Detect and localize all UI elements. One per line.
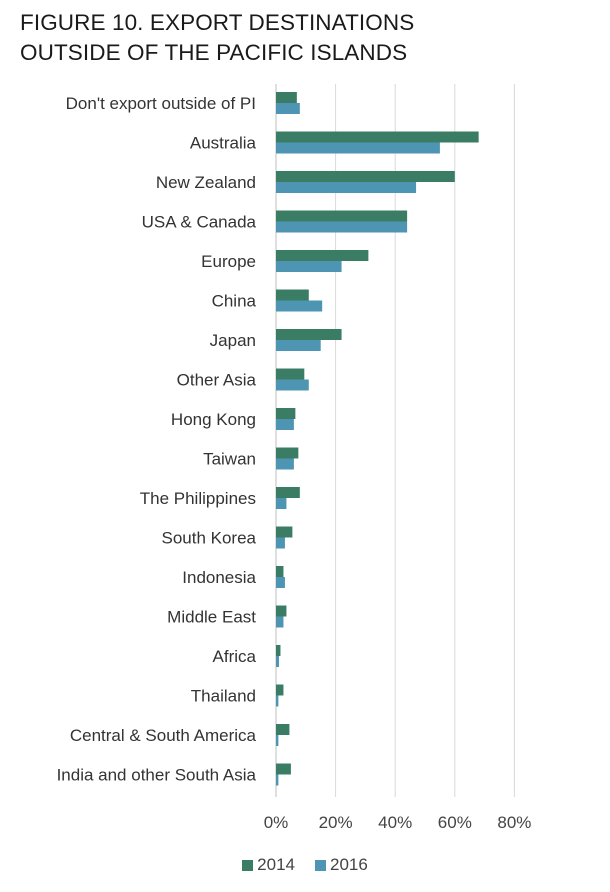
bar-2014 xyxy=(276,566,284,577)
x-tick-label: 20% xyxy=(319,813,353,832)
x-tick-label: 60% xyxy=(438,813,472,832)
category-label: Africa xyxy=(213,647,257,666)
bar-2016 xyxy=(276,340,321,351)
category-label: Thailand xyxy=(191,687,256,706)
category-label: Australia xyxy=(190,134,257,153)
legend-label-2016: 2016 xyxy=(330,855,368,874)
legend-swatch-2014 xyxy=(242,859,254,871)
legend: 2014 2016 xyxy=(0,852,610,878)
bar-2014 xyxy=(276,408,296,419)
bar-2016 xyxy=(276,577,285,588)
bar-2014 xyxy=(276,329,342,340)
legend-label-2014: 2014 xyxy=(257,855,295,874)
legend-item-2016: 2016 xyxy=(315,855,368,875)
bar-2016 xyxy=(276,498,287,509)
bar-2016 xyxy=(276,616,284,628)
category-label: Japan xyxy=(210,331,256,350)
category-label: Middle East xyxy=(167,608,256,627)
category-label: Central & South America xyxy=(70,726,257,745)
bar-2016 xyxy=(276,221,408,233)
bar-2016 xyxy=(276,142,440,154)
category-label: Taiwan xyxy=(203,450,256,469)
bars xyxy=(276,92,479,786)
bar-2014 xyxy=(276,171,455,182)
bar-2014 xyxy=(276,210,408,222)
bar-2016 xyxy=(276,774,279,786)
gridlines xyxy=(275,84,515,797)
bar-2016 xyxy=(276,537,285,549)
chart-title-line-1: FIGURE 10. EXPORT DESTINATIONS xyxy=(20,10,415,35)
bar-2014 xyxy=(276,724,290,735)
category-label: India and other South Asia xyxy=(57,766,257,785)
category-labels: Don't export outside of PI Australia New Z… xyxy=(57,94,257,785)
bar-2016 xyxy=(276,379,309,391)
bar-2016 xyxy=(276,300,323,312)
category-label: China xyxy=(212,292,257,311)
bar-2014 xyxy=(276,250,369,261)
category-label: Other Asia xyxy=(177,371,257,390)
bar-2014 xyxy=(276,289,309,301)
legend-item-2014: 2014 xyxy=(242,855,295,875)
bar-2014 xyxy=(276,447,299,459)
x-tick-label: 40% xyxy=(378,813,412,832)
legend-swatch-2016 xyxy=(315,859,326,871)
category-label: New Zealand xyxy=(156,173,256,192)
bar-chart: Don't export outside of PI Australia New Z… xyxy=(57,84,532,832)
category-label: The Philippines xyxy=(140,489,256,508)
category-label: Don't export outside of PI xyxy=(66,94,256,113)
bar-2014 xyxy=(276,92,297,103)
bar-2016 xyxy=(276,261,342,272)
category-label: Europe xyxy=(201,252,256,271)
category-label: South Korea xyxy=(161,529,256,548)
bar-2016 xyxy=(276,182,417,193)
bar-2014 xyxy=(276,526,293,538)
category-label: Hong Kong xyxy=(171,410,256,429)
bar-2016 xyxy=(276,458,294,470)
x-axis-ticks: 0% 20% 40% 60% 80% xyxy=(264,813,532,832)
chart-title: FIGURE 10. EXPORT DESTINATIONS OUTSIDE O… xyxy=(20,8,580,68)
bar-2014 xyxy=(276,763,291,775)
bar-2016 xyxy=(276,103,300,114)
bar-2016 xyxy=(276,656,279,667)
bar-2014 xyxy=(276,368,305,380)
category-label: USA & Canada xyxy=(142,213,257,232)
x-tick-label: 80% xyxy=(497,813,531,832)
bar-2014 xyxy=(276,487,300,498)
bar-2014 xyxy=(276,131,479,143)
chart-title-line-2: OUTSIDE OF THE PACIFIC ISLANDS xyxy=(20,40,408,65)
bar-2016 xyxy=(276,735,279,746)
bar-2014 xyxy=(276,645,281,656)
category-label: Indonesia xyxy=(182,568,256,587)
x-tick-label: 0% xyxy=(264,813,289,832)
bar-2016 xyxy=(276,419,294,430)
bar-2016 xyxy=(276,695,279,707)
bar-2014 xyxy=(276,605,287,617)
bar-2014 xyxy=(276,684,284,696)
